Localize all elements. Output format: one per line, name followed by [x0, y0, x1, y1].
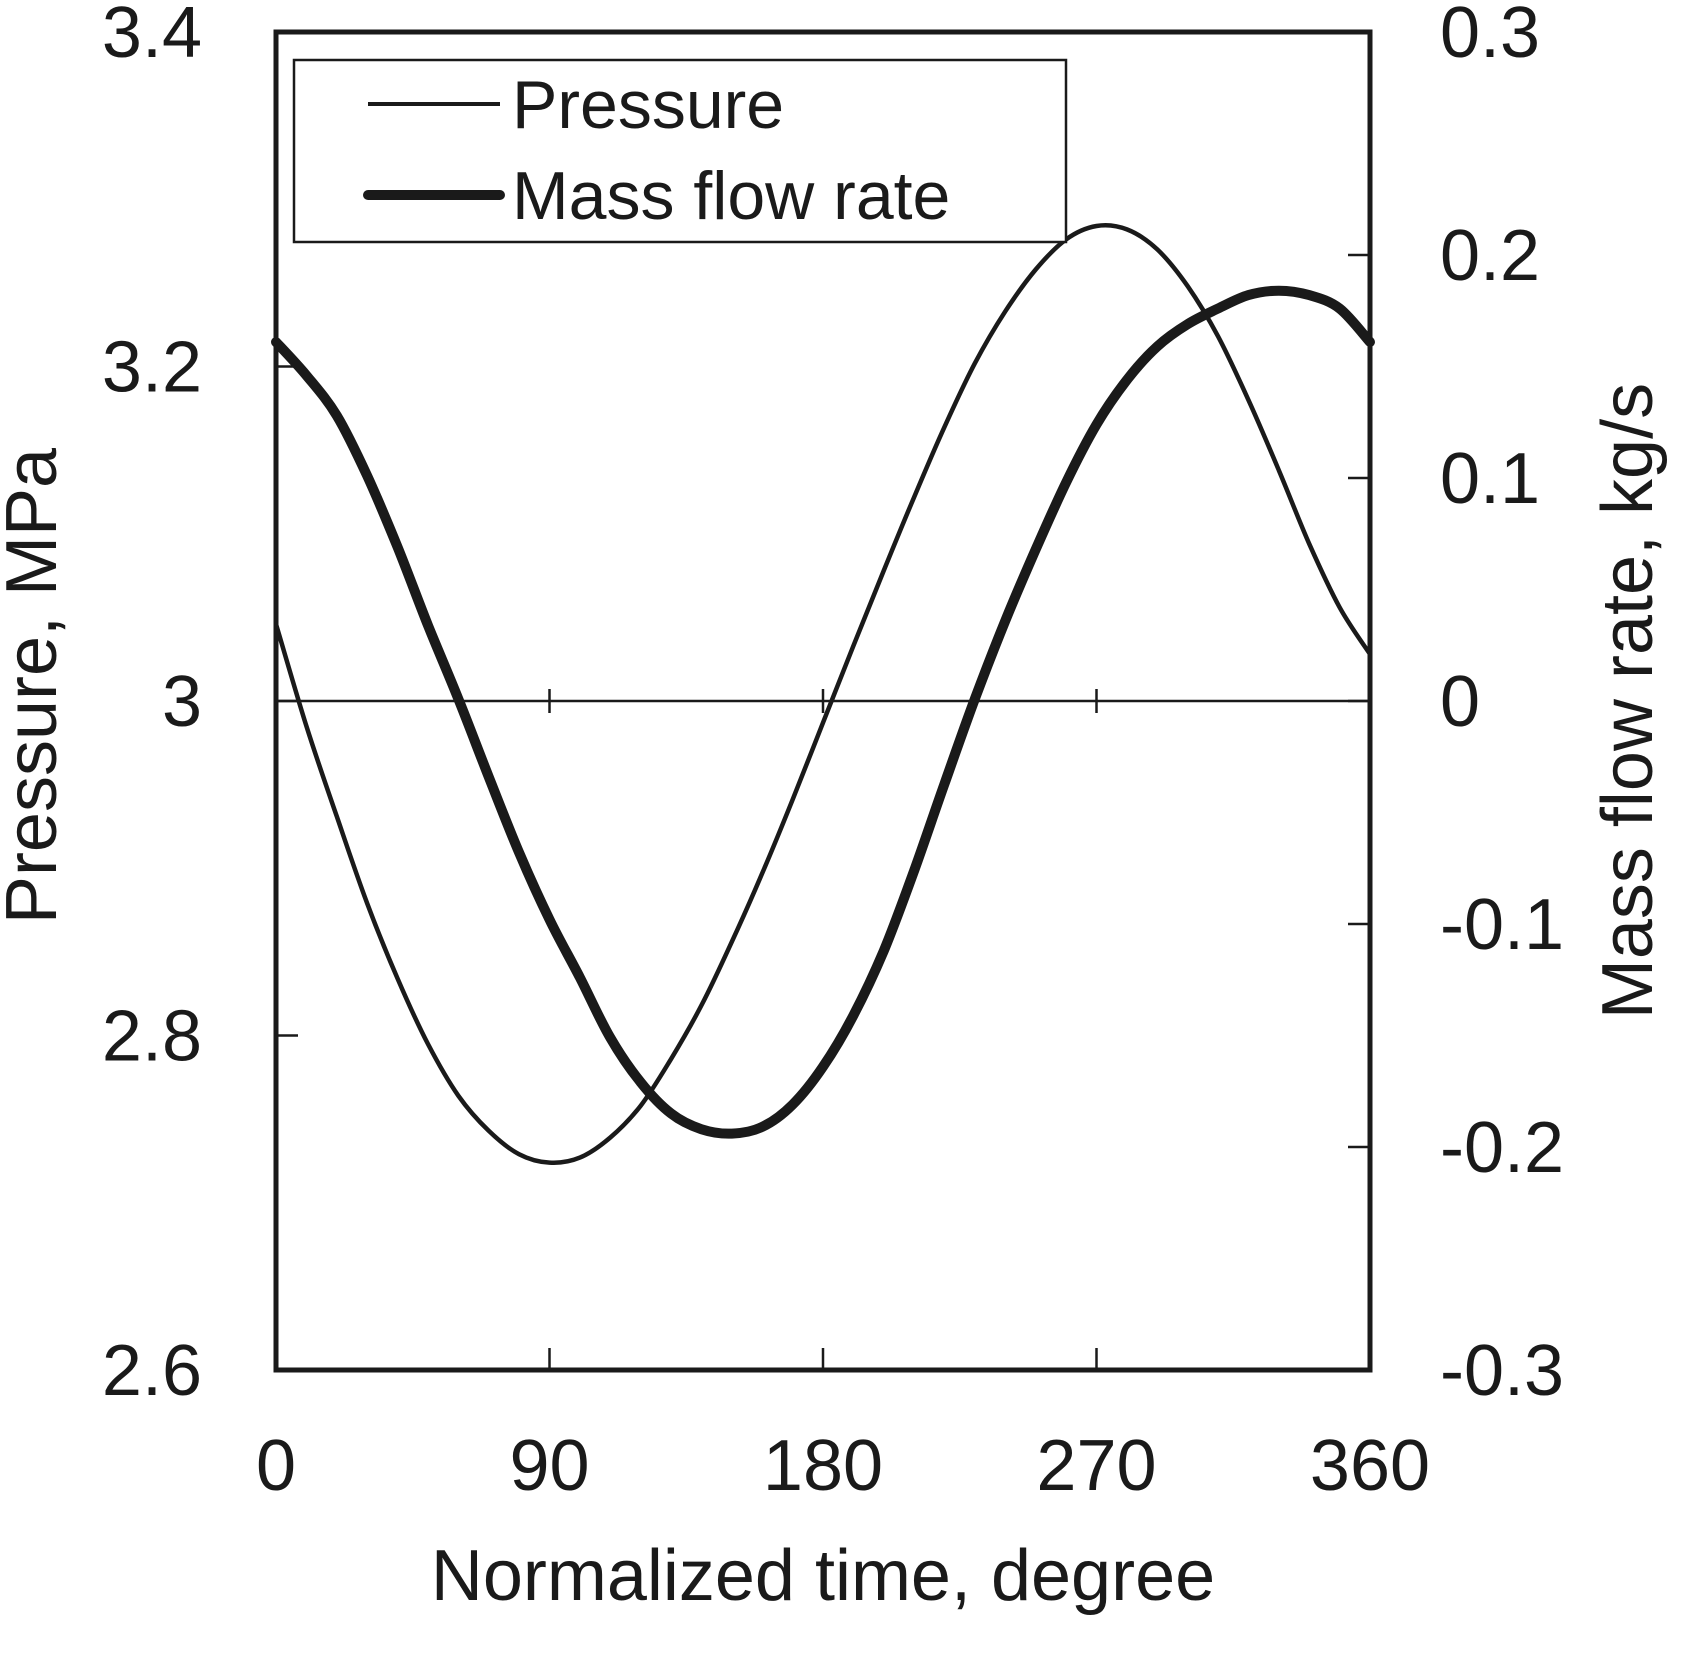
y-right-tick-label: -0.3 [1440, 1331, 1564, 1411]
series-line-mass-flow-rate [271, 285, 1375, 1139]
x-tick-label: 270 [1036, 1426, 1156, 1506]
y-right-tick-label: -0.1 [1440, 885, 1564, 965]
y-left-tick-label: 2.6 [102, 1331, 202, 1411]
series-line-pressure [273, 223, 1373, 1165]
tick-labels: 0 90 180 270 360 2.6 2.8 3 3.2 3.4 -0.3 -0.2 -0.1 0 0.… [102, 0, 1564, 1506]
y-right-tick-label: 0.2 [1440, 216, 1540, 296]
series-layer [271, 223, 1375, 1165]
y-left-tick-label: 3.2 [102, 328, 202, 408]
x-tick-label: 180 [763, 1426, 883, 1506]
x-axis-title: Normalized time, degree [431, 1536, 1215, 1616]
y-left-tick-label: 3.4 [102, 0, 202, 73]
y-right-tick-label: 0.3 [1440, 0, 1540, 73]
y-right-tick-label: -0.2 [1440, 1108, 1564, 1188]
y-right-tick-label: 0 [1440, 662, 1480, 742]
legend-label-pressure: Pressure [512, 67, 784, 143]
y-right-axis-title: Mass flow rate, kg/s [1588, 383, 1668, 1019]
x-tick-label: 360 [1310, 1426, 1430, 1506]
y-left-tick-label: 3 [162, 662, 202, 742]
legend-box [292, 58, 1068, 244]
y-left-axis-title: Pressure, MPa [0, 447, 72, 924]
legend-label-mass-flow-rate: Mass flow rate [512, 158, 950, 234]
x-tick-label: 0 [256, 1426, 296, 1506]
y-left-tick-label: 2.8 [102, 997, 202, 1077]
y-right-tick-label: 0.1 [1440, 439, 1540, 519]
legend: Pressure Mass flow rate [292, 58, 1068, 244]
x-tick-label: 90 [509, 1426, 589, 1506]
plot-frame [273, 29, 1373, 1373]
